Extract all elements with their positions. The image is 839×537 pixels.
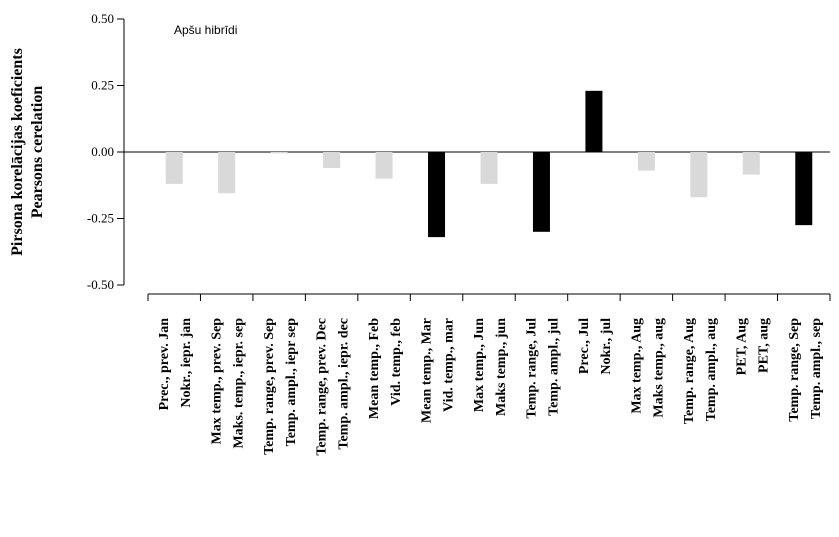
bar — [428, 152, 446, 238]
category-label: Temp. ampl., jul — [546, 318, 561, 416]
category-label: Temp. range, Sep — [787, 318, 802, 422]
bar — [585, 90, 603, 152]
category-label: Maks temp., aug — [651, 318, 666, 418]
bar — [480, 152, 498, 184]
category-label: Temp. range, Jul — [524, 318, 539, 419]
bar — [795, 152, 813, 226]
category-label: PET, Aug — [734, 318, 749, 375]
category-label: Prec., Jul — [577, 318, 592, 374]
category-label: Temp. range, prev. Dec — [315, 318, 330, 456]
category-label: Nokr., jul — [599, 318, 614, 375]
category-label: Nokr., iepr. jan — [179, 318, 194, 408]
category-labels: Prec., prev. Jan Nokr., iepr. jan Max temp… — [157, 318, 824, 456]
y-tick-label: -0.50 — [87, 277, 114, 292]
bar — [532, 152, 550, 232]
bar — [690, 152, 708, 198]
category-label: Max temp., Jun — [472, 318, 487, 412]
bar — [270, 152, 288, 154]
x-axis — [147, 293, 831, 301]
category-label: Temp. ampl., iepr. dec — [337, 318, 352, 450]
y-axis: 0.50 0.25 0.00 -0.25 -0.50 — [87, 11, 830, 292]
category-label: Vid. temp., feb — [389, 318, 404, 406]
category-label: Temp. ampl., aug — [704, 318, 719, 421]
category-label: Temp. ampl., iepr sep — [284, 318, 299, 447]
category-label: Maks temp., jun — [494, 318, 509, 416]
y-tick-label: 0.50 — [91, 11, 114, 26]
y-axis-title: Pirsona korelācijas koeficients Pearsons… — [9, 48, 46, 256]
category-label: Vid. temp., mar — [442, 318, 457, 412]
y-tick-label: 0.00 — [91, 144, 114, 159]
bar — [742, 152, 760, 175]
bar — [323, 152, 341, 168]
category-label: Temp. range, prev. Sep — [262, 318, 277, 455]
bar — [165, 152, 183, 184]
category-label: Mean temp., Feb — [367, 318, 382, 419]
y-tick-label: 0.25 — [91, 78, 114, 93]
category-label: Max temp., Aug — [629, 318, 644, 414]
bar — [637, 152, 655, 171]
category-label: Max temp., prev. Sep — [210, 318, 225, 445]
category-label: Mean temp., Mar — [420, 318, 435, 423]
bars — [165, 90, 813, 238]
chart-annotation: Apšu hibrīdi — [174, 23, 237, 37]
category-label: Maks. temp., iepr. sep — [232, 318, 247, 449]
bar — [218, 152, 236, 194]
y-axis-title-line-1: Pirsona korelācijas koeficients — [9, 48, 26, 256]
bar — [375, 152, 393, 179]
category-label: Prec., prev. Jan — [157, 318, 172, 411]
y-axis-title-line-2: Pearsons cerelation — [29, 86, 46, 219]
category-label: Temp. range, Aug — [682, 318, 697, 424]
category-label: PET, aug — [756, 318, 771, 373]
category-label: Temp. ampl., sep — [809, 318, 824, 419]
y-tick-label: -0.25 — [87, 211, 114, 226]
